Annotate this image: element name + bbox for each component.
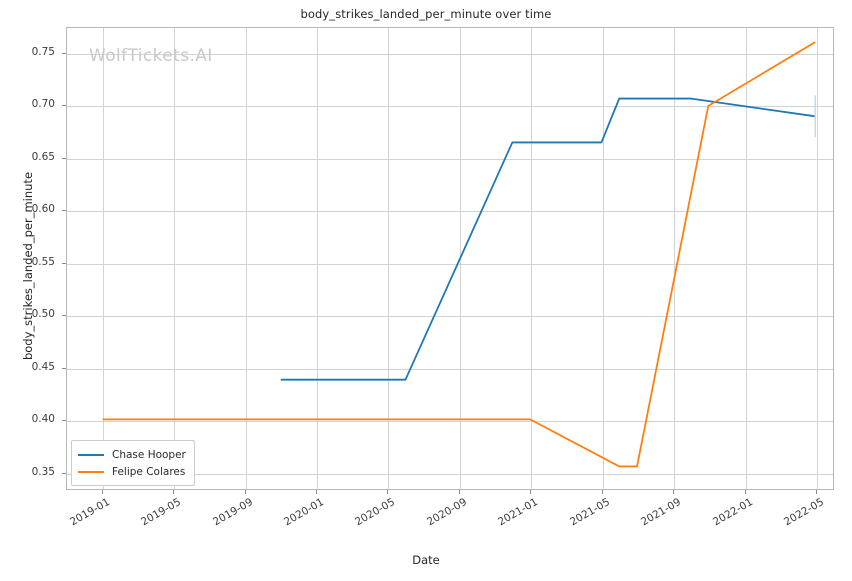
line-series-felipe-colares — [102, 41, 816, 468]
y-tick-mark-7 — [62, 105, 66, 106]
x-tick-mark-4 — [387, 490, 388, 494]
y-tick-label-1: 0.40 — [31, 413, 55, 426]
y-tick-label-6: 0.65 — [31, 150, 55, 163]
series-plot — [102, 41, 816, 468]
legend-swatch-icon — [78, 470, 104, 473]
x-tick-mark-9 — [745, 490, 746, 494]
x-tick-label-10: 2022-05 — [782, 496, 827, 529]
x-tick-label-3: 2020-01 — [282, 496, 327, 529]
legend-item-1[interactable]: Felipe Colares — [78, 463, 186, 480]
gridline-y-6 — [67, 159, 833, 160]
gridline-x-8 — [674, 28, 675, 489]
x-tick-mark-3 — [316, 490, 317, 494]
legend-label: Felipe Colares — [112, 465, 186, 478]
legend-label: Chase Hooper — [112, 448, 186, 461]
gridline-x-0 — [103, 28, 104, 489]
gridline-y-5 — [67, 211, 833, 212]
chart-title: body_strikes_landed_per_minute over time — [300, 7, 552, 21]
gridline-x-3 — [317, 28, 318, 489]
x-tick-label-5: 2020-09 — [424, 496, 469, 529]
x-tick-label-1: 2019-05 — [139, 496, 184, 529]
x-tick-label-6: 2021-01 — [496, 496, 541, 529]
y-tick-label-5: 0.60 — [31, 203, 55, 216]
x-tick-mark-8 — [673, 490, 674, 494]
y-tick-mark-8 — [62, 53, 66, 54]
y-tick-label-4: 0.55 — [31, 255, 55, 268]
line-series-chase-hooper — [280, 97, 816, 381]
legend-swatch-icon — [78, 453, 104, 456]
y-tick-mark-5 — [62, 210, 66, 211]
gridline-x-6 — [531, 28, 532, 489]
gridline-y-1 — [67, 421, 833, 422]
chart-legend: Chase Hooper Felipe Colares — [71, 440, 195, 486]
gridline-y-0 — [67, 474, 833, 475]
x-tick-mark-1 — [173, 490, 174, 494]
x-tick-mark-10 — [816, 490, 817, 494]
y-tick-mark-4 — [62, 263, 66, 264]
y-tick-label-7: 0.70 — [31, 98, 55, 111]
gridline-y-2 — [67, 369, 833, 370]
gridline-x-9 — [746, 28, 747, 489]
y-tick-label-8: 0.75 — [31, 45, 55, 58]
gridline-x-7 — [603, 28, 604, 489]
x-tick-mark-2 — [245, 490, 246, 494]
y-axis-label: body_strikes_landed_per_minute — [21, 171, 35, 361]
x-tick-label-8: 2021-09 — [639, 496, 684, 529]
x-tick-label-2: 2019-09 — [210, 496, 255, 529]
gridline-x-1 — [174, 28, 175, 489]
legend-item-0[interactable]: Chase Hooper — [78, 446, 186, 463]
plot-area: WolfTickets.AI — [66, 27, 834, 490]
y-tick-mark-3 — [62, 315, 66, 316]
y-tick-mark-0 — [62, 473, 66, 474]
x-axis-label: Date — [412, 553, 440, 567]
y-tick-label-3: 0.50 — [31, 308, 55, 321]
x-tick-mark-0 — [102, 490, 103, 494]
x-tick-label-9: 2022-01 — [710, 496, 755, 529]
y-tick-label-0: 0.35 — [31, 465, 55, 478]
gridline-y-4 — [67, 264, 833, 265]
x-tick-mark-6 — [530, 490, 531, 494]
x-tick-label-7: 2021-05 — [567, 496, 612, 529]
x-tick-mark-7 — [602, 490, 603, 494]
watermark-text: WolfTickets.AI — [89, 46, 213, 66]
y-tick-mark-2 — [62, 368, 66, 369]
x-tick-label-4: 2020-05 — [353, 496, 398, 529]
gridline-y-8 — [67, 54, 833, 55]
gridline-x-2 — [246, 28, 247, 489]
y-tick-mark-6 — [62, 158, 66, 159]
gridline-x-4 — [388, 28, 389, 489]
gridline-x-10 — [817, 28, 818, 489]
y-tick-mark-1 — [62, 420, 66, 421]
gridline-y-7 — [67, 106, 833, 107]
y-tick-label-2: 0.45 — [31, 360, 55, 373]
x-tick-mark-5 — [459, 490, 460, 494]
gridline-y-3 — [67, 316, 833, 317]
